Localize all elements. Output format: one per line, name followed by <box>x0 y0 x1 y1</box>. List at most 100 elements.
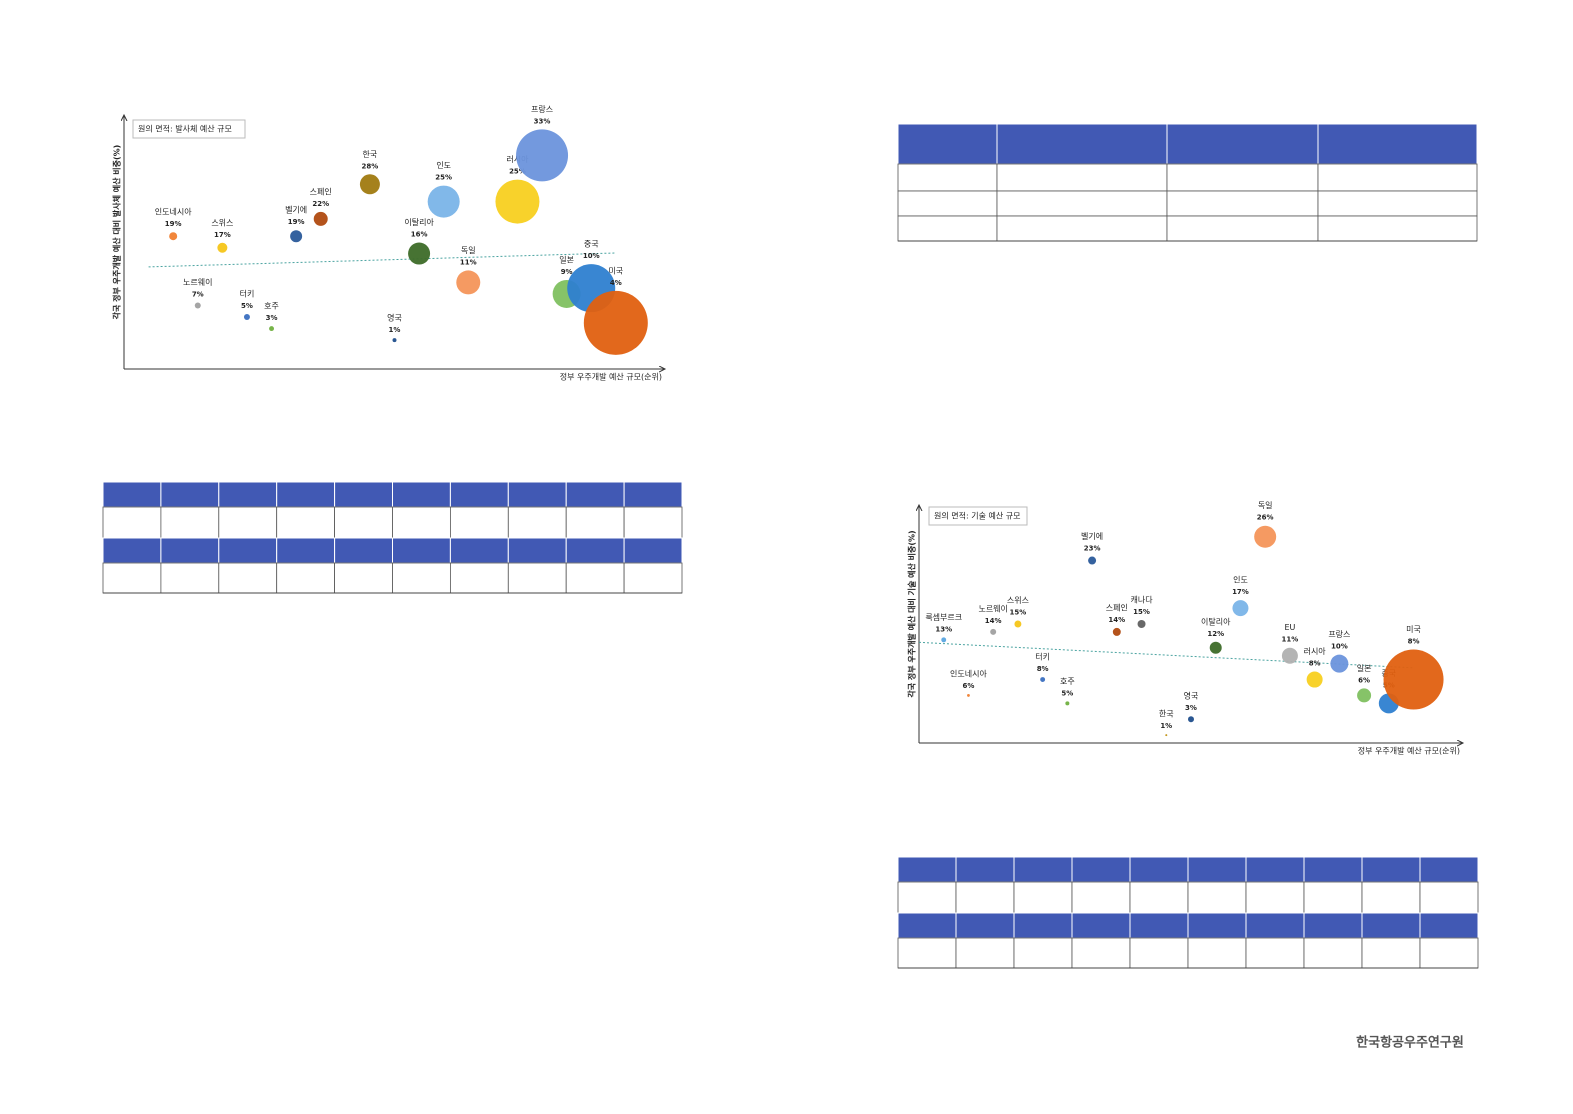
point-name: 이탈리아 <box>404 217 434 227</box>
bubble <box>583 290 648 355</box>
table-cell <box>623 506 683 539</box>
point-name: 호주 <box>264 302 279 311</box>
table-cell <box>1129 881 1189 914</box>
bubble <box>516 129 569 182</box>
table-cell <box>1419 912 1479 939</box>
table-cell <box>334 506 393 539</box>
bubble <box>1330 654 1349 673</box>
bubble <box>359 174 380 195</box>
bubble <box>1112 627 1121 636</box>
point-name: 노르웨이 <box>183 277 212 287</box>
point-name: 벨기에 <box>1081 531 1103 541</box>
bubble <box>243 314 250 321</box>
data-label: 11% <box>1282 636 1299 644</box>
y-axis-label: 각국 정부 우주개발 예산 대비 기술 예산 비중(%) <box>907 530 917 697</box>
table-cell <box>1129 856 1189 883</box>
table-cell <box>1361 937 1421 969</box>
bubble <box>1014 620 1022 628</box>
table-cell <box>1303 856 1363 883</box>
data-label: 5% <box>241 302 253 310</box>
x-axis-label: 정부 우주개발 예산 규모(순위) <box>1358 746 1460 756</box>
bubble <box>1040 677 1046 682</box>
point-name: 영국 <box>1184 691 1199 701</box>
point-name: 스페인 <box>1106 602 1128 612</box>
table-cell <box>565 506 625 539</box>
x-axis-label: 정부 우주개발 예산 규모(순위) <box>560 372 662 382</box>
bubble <box>941 637 947 643</box>
data-label: 10% <box>1331 643 1348 651</box>
point-name: 독일 <box>1258 501 1273 510</box>
table-cell <box>449 537 509 564</box>
bubble <box>1306 671 1323 688</box>
table-cell <box>276 537 336 564</box>
point-name: 프랑스 <box>1328 629 1350 639</box>
data-label: 17% <box>214 231 231 239</box>
data-label: 10% <box>583 252 600 260</box>
table-cell <box>955 856 1015 883</box>
table-cell <box>276 506 336 539</box>
table-cell <box>897 215 998 242</box>
point-name: 인도네시아 <box>950 668 987 678</box>
data-label: 17% <box>1232 588 1249 596</box>
table-cell <box>1013 856 1073 883</box>
bubble <box>967 693 970 697</box>
table-cell <box>897 856 957 883</box>
table-cell <box>1317 163 1478 192</box>
data-label: 4% <box>610 279 622 287</box>
legend-box <box>132 119 246 139</box>
bubble <box>313 211 328 226</box>
table-cell <box>565 537 625 564</box>
table-cell <box>102 506 162 539</box>
data-label: 19% <box>165 220 182 228</box>
table-cell <box>1245 881 1305 914</box>
bubble <box>1188 716 1194 723</box>
point-name: 일본 <box>1357 664 1372 673</box>
table-cell <box>507 537 567 564</box>
bubble <box>392 338 397 343</box>
data-label: 9% <box>561 268 573 276</box>
point-name: 이탈리아 <box>1201 616 1231 626</box>
point-name: 호주 <box>1060 677 1075 686</box>
point-name: 러시아 <box>1304 646 1327 656</box>
table-cell <box>1071 937 1131 969</box>
table-cell <box>334 481 394 508</box>
table-cell <box>897 123 998 165</box>
point-name: 일본 <box>559 255 574 264</box>
table-cell <box>897 881 957 914</box>
table-cell <box>218 562 278 594</box>
bubble <box>1065 701 1070 706</box>
table-cell <box>565 481 625 508</box>
data-label: 19% <box>288 218 305 226</box>
point-name: 중국 <box>584 240 599 249</box>
table-cell <box>1419 937 1479 969</box>
table-cell <box>1303 937 1363 969</box>
table-cell <box>1166 123 1319 165</box>
table-cell <box>1166 215 1319 242</box>
data-label: 13% <box>935 625 952 633</box>
point-name: 한국 <box>363 150 378 159</box>
table-cell <box>1245 856 1305 883</box>
legend-text: 원의 면적: 발사체 예산 규모 <box>138 124 232 134</box>
trendline <box>148 252 616 268</box>
bubble <box>1281 647 1298 664</box>
data-label: 1% <box>389 326 401 334</box>
table-cell <box>507 506 567 539</box>
table-cell <box>1071 881 1131 914</box>
point-name: 프랑스 <box>531 104 553 114</box>
legend-box <box>928 506 1028 526</box>
table-cell <box>1303 912 1363 939</box>
bubble <box>1137 620 1146 628</box>
table-cell <box>1187 912 1247 939</box>
data-label: 22% <box>312 200 329 208</box>
table-cell <box>449 481 509 508</box>
table-cell <box>218 481 278 508</box>
table-cell <box>955 937 1015 969</box>
table-cell <box>334 562 393 594</box>
data-label: 8% <box>1309 660 1321 668</box>
table-cell <box>102 537 162 564</box>
table-cell <box>955 881 1015 914</box>
bubble <box>1165 734 1168 737</box>
table-cell <box>1419 881 1479 914</box>
table-cell <box>218 506 278 539</box>
